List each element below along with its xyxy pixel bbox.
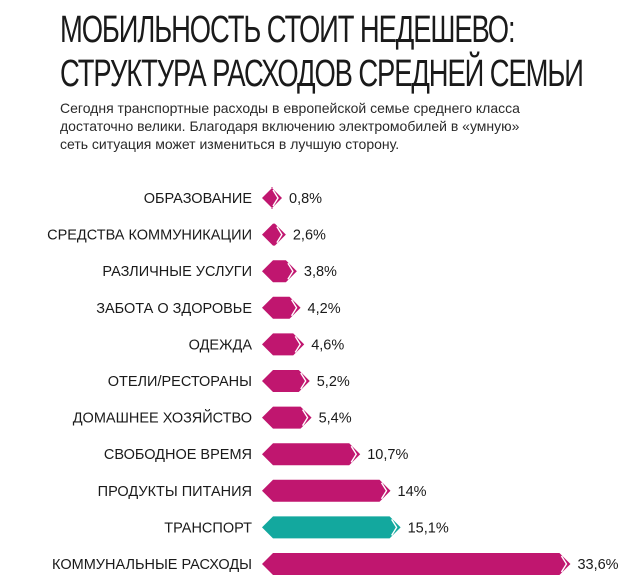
bar-highlighted bbox=[262, 516, 401, 539]
bar-tip-chevron bbox=[294, 336, 302, 353]
bar-tip-chevron bbox=[560, 555, 568, 573]
chart-subtitle-line-3: сеть ситуация может измениться в лучшую … bbox=[60, 136, 400, 152]
chart-subtitle: Сегодня транспортные расходы в европейск… bbox=[60, 99, 620, 153]
bar-tip-chevron bbox=[272, 189, 279, 207]
bar bbox=[262, 296, 301, 319]
bar-tip-chevron bbox=[287, 262, 294, 280]
bar-tip-chevron bbox=[380, 482, 388, 500]
value-label: 5,4% bbox=[319, 411, 352, 427]
bar bbox=[262, 333, 305, 356]
bar-tip-chevron bbox=[300, 372, 307, 390]
bar bbox=[262, 553, 571, 575]
category-label: СРЕДСТВА КОММУНИКАЦИИ bbox=[47, 228, 252, 244]
bar-tip-chevron bbox=[301, 409, 309, 426]
value-label: 15,1% bbox=[408, 520, 449, 536]
value-label: 2,6% bbox=[293, 228, 326, 244]
bar-tip-chevron bbox=[276, 226, 283, 243]
bar-tip-chevron bbox=[290, 299, 298, 317]
bar bbox=[262, 223, 286, 246]
value-label: 33,6% bbox=[577, 557, 618, 573]
value-label: 14% bbox=[398, 484, 427, 500]
category-label: СВОБОДНОЕ ВРЕМЯ bbox=[104, 447, 252, 463]
category-label: ОБРАЗОВАНИЕ bbox=[144, 191, 253, 207]
value-label: 5,2% bbox=[317, 374, 350, 390]
value-label: 0,8% bbox=[289, 191, 322, 207]
chart-subtitle-line-2: достаточно велики. Благодаря включению э… bbox=[60, 118, 520, 134]
chart-title-line-1: МОБИЛЬНОСТЬ СТОИТ НЕДЕШЕВО: bbox=[60, 9, 516, 51]
category-label: КОММУНАЛЬНЫЕ РАСХОДЫ bbox=[52, 557, 252, 573]
bar-tip-chevron bbox=[350, 445, 358, 463]
bar bbox=[262, 406, 312, 429]
value-label: 4,2% bbox=[308, 301, 341, 317]
category-label: ТРАНСПОРТ bbox=[164, 520, 252, 536]
bar bbox=[262, 260, 297, 283]
bar bbox=[262, 187, 282, 209]
bar bbox=[262, 370, 310, 392]
bar bbox=[262, 443, 361, 466]
value-label: 4,6% bbox=[311, 337, 344, 353]
category-label: ОТЕЛИ/РЕСТОРАНЫ bbox=[108, 374, 252, 390]
category-label: РАЗЛИЧНЫЕ УСЛУГИ bbox=[102, 264, 252, 280]
bar bbox=[262, 479, 391, 502]
value-label: 10,7% bbox=[367, 447, 408, 463]
category-label: ОДЕЖДА bbox=[189, 337, 253, 353]
category-label: ДОМАШНЕЕ ХОЗЯЙСТВО bbox=[73, 409, 252, 427]
value-label: 3,8% bbox=[304, 264, 337, 280]
bar-tip-chevron bbox=[391, 519, 398, 536]
category-label: ЗАБОТА О ЗДОРОВЬЕ bbox=[96, 301, 252, 317]
chart-subtitle-line-1: Сегодня транспортные расходы в европейск… bbox=[60, 100, 520, 116]
category-label: ПРОДУКТЫ ПИТАНИЯ bbox=[98, 484, 252, 500]
